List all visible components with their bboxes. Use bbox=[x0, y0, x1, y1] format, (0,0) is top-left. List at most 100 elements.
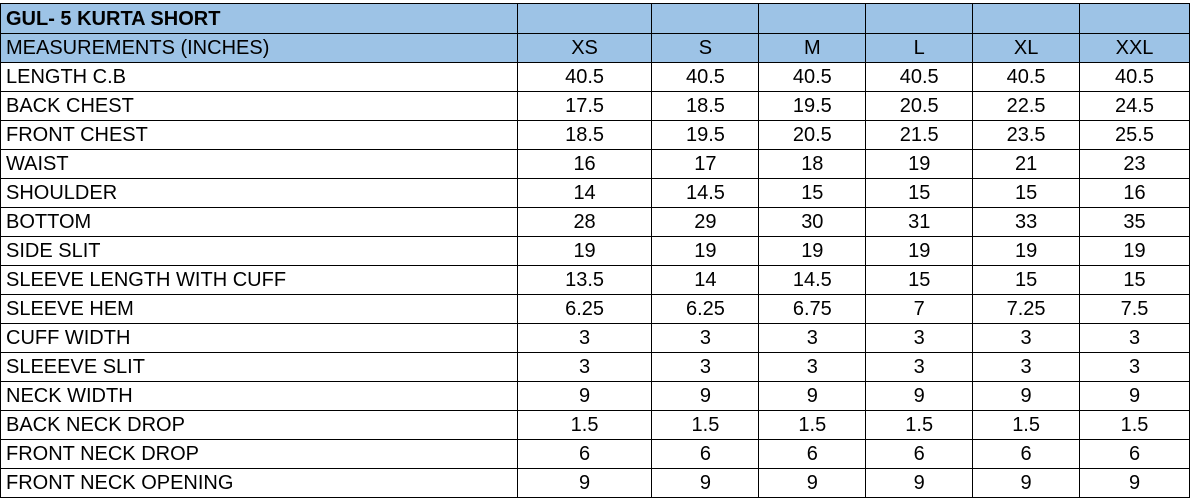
measurement-value: 3 bbox=[758, 352, 867, 382]
measurement-value: 1.5 bbox=[865, 410, 974, 440]
table-row: SHOULDER 14 14.5 15 15 15 16 bbox=[0, 178, 1190, 208]
measurement-label: SLEEVE HEM bbox=[0, 294, 518, 324]
measurement-value: 9 bbox=[758, 381, 867, 411]
measurement-value: 19.5 bbox=[758, 91, 867, 121]
measurement-value: 1.5 bbox=[1079, 410, 1190, 440]
measurement-label: BACK NECK DROP bbox=[0, 410, 518, 440]
measurement-value: 1.5 bbox=[516, 410, 653, 440]
measurement-label: SHOULDER bbox=[0, 178, 518, 208]
table-row: SLEEEVE SLIT 3 3 3 3 3 3 bbox=[0, 352, 1190, 382]
measurement-value: 29 bbox=[651, 207, 760, 237]
measurement-value: 19.5 bbox=[651, 120, 760, 150]
measurement-value: 40.5 bbox=[1079, 62, 1190, 92]
measurement-value: 18.5 bbox=[516, 120, 653, 150]
measurement-value: 9 bbox=[516, 468, 653, 498]
size-header-xl: XL bbox=[972, 33, 1081, 63]
empty-cell bbox=[758, 3, 867, 34]
measurement-label: CUFF WIDTH bbox=[0, 323, 518, 353]
measurement-value: 6 bbox=[865, 439, 974, 469]
table-row: CUFF WIDTH 3 3 3 3 3 3 bbox=[0, 323, 1190, 353]
measurement-value: 25.5 bbox=[1079, 120, 1190, 150]
measurement-value: 9 bbox=[865, 381, 974, 411]
measurement-label: WAIST bbox=[0, 149, 518, 179]
title-row: GUL- 5 KURTA SHORT bbox=[0, 3, 1190, 34]
measurement-value: 19 bbox=[865, 149, 974, 179]
measurement-value: 3 bbox=[651, 352, 760, 382]
measurement-value: 9 bbox=[651, 381, 760, 411]
measurement-value: 1.5 bbox=[972, 410, 1081, 440]
measurement-value: 21 bbox=[972, 149, 1081, 179]
measurement-value: 19 bbox=[1079, 236, 1190, 266]
measurement-label: FRONT NECK DROP bbox=[0, 439, 518, 469]
measurement-value: 7.25 bbox=[972, 294, 1081, 324]
measurement-value: 14.5 bbox=[651, 178, 760, 208]
measurement-value: 40.5 bbox=[516, 62, 653, 92]
measurement-value: 3 bbox=[651, 323, 760, 353]
measurement-value: 9 bbox=[865, 468, 974, 498]
measurement-value: 19 bbox=[651, 236, 760, 266]
measurement-label: SLEEEVE SLIT bbox=[0, 352, 518, 382]
measurement-value: 7 bbox=[865, 294, 974, 324]
measurement-value: 9 bbox=[1079, 381, 1190, 411]
measurement-value: 35 bbox=[1079, 207, 1190, 237]
empty-cell bbox=[1079, 3, 1190, 34]
measurement-value: 15 bbox=[865, 178, 974, 208]
empty-cell bbox=[651, 3, 760, 34]
measurement-value: 20.5 bbox=[865, 91, 974, 121]
measurement-value: 7.5 bbox=[1079, 294, 1190, 324]
measurement-value: 19 bbox=[865, 236, 974, 266]
measurement-value: 16 bbox=[516, 149, 653, 179]
size-header-xs: XS bbox=[516, 33, 653, 63]
measurement-value: 3 bbox=[972, 352, 1081, 382]
measurement-value: 31 bbox=[865, 207, 974, 237]
measurement-value: 17.5 bbox=[516, 91, 653, 121]
measurement-label: SIDE SLIT bbox=[0, 236, 518, 266]
measurement-value: 22.5 bbox=[972, 91, 1081, 121]
table-row: BACK CHEST 17.5 18.5 19.5 20.5 22.5 24.5 bbox=[0, 91, 1190, 121]
table-row: WAIST 16 17 18 19 21 23 bbox=[0, 149, 1190, 179]
measurement-value: 16 bbox=[1079, 178, 1190, 208]
measurement-value: 15 bbox=[972, 265, 1081, 295]
measurement-value: 1.5 bbox=[651, 410, 760, 440]
table-row: NECK WIDTH 9 9 9 9 9 9 bbox=[0, 381, 1190, 411]
table-row: SIDE SLIT 19 19 19 19 19 19 bbox=[0, 236, 1190, 266]
measurement-value: 33 bbox=[972, 207, 1081, 237]
size-header-m: M bbox=[758, 33, 867, 63]
measurement-label: BOTTOM bbox=[0, 207, 518, 237]
measurement-label: NECK WIDTH bbox=[0, 381, 518, 411]
measurement-value: 6.25 bbox=[516, 294, 653, 324]
measurement-value: 28 bbox=[516, 207, 653, 237]
empty-cell bbox=[516, 3, 653, 34]
table-row: BOTTOM 28 29 30 31 33 35 bbox=[0, 207, 1190, 237]
measurement-label: LENGTH C.B bbox=[0, 62, 518, 92]
measurement-value: 19 bbox=[972, 236, 1081, 266]
measurement-value: 40.5 bbox=[651, 62, 760, 92]
measurement-value: 3 bbox=[758, 323, 867, 353]
measurement-label: FRONT NECK OPENING bbox=[0, 468, 518, 498]
size-header-xxl: XXL bbox=[1079, 33, 1190, 63]
measurement-label: BACK CHEST bbox=[0, 91, 518, 121]
measurement-value: 9 bbox=[972, 468, 1081, 498]
measurement-value: 13.5 bbox=[516, 265, 653, 295]
table-row: BACK NECK DROP 1.5 1.5 1.5 1.5 1.5 1.5 bbox=[0, 410, 1190, 440]
measurement-value: 30 bbox=[758, 207, 867, 237]
measurement-value: 20.5 bbox=[758, 120, 867, 150]
measurements-header: MEASUREMENTS (INCHES) bbox=[0, 33, 518, 63]
table-title: GUL- 5 KURTA SHORT bbox=[0, 3, 518, 34]
measurement-value: 3 bbox=[516, 323, 653, 353]
measurement-value: 14 bbox=[516, 178, 653, 208]
size-header-s: S bbox=[651, 33, 760, 63]
measurement-value: 18.5 bbox=[651, 91, 760, 121]
measurement-value: 6.25 bbox=[651, 294, 760, 324]
size-chart-table: GUL- 5 KURTA SHORT MEASUREMENTS (INCHES)… bbox=[0, 3, 1190, 498]
measurement-value: 40.5 bbox=[972, 62, 1081, 92]
table-row: LENGTH C.B 40.5 40.5 40.5 40.5 40.5 40.5 bbox=[0, 62, 1190, 92]
measurement-value: 17 bbox=[651, 149, 760, 179]
measurement-value: 15 bbox=[1079, 265, 1190, 295]
measurement-value: 23.5 bbox=[972, 120, 1081, 150]
table-row: SLEEVE LENGTH WITH CUFF 13.5 14 14.5 15 15 15 bbox=[0, 265, 1190, 295]
measurement-value: 40.5 bbox=[758, 62, 867, 92]
measurement-value: 6 bbox=[651, 439, 760, 469]
measurement-value: 18 bbox=[758, 149, 867, 179]
measurement-label: SLEEVE LENGTH WITH CUFF bbox=[0, 265, 518, 295]
